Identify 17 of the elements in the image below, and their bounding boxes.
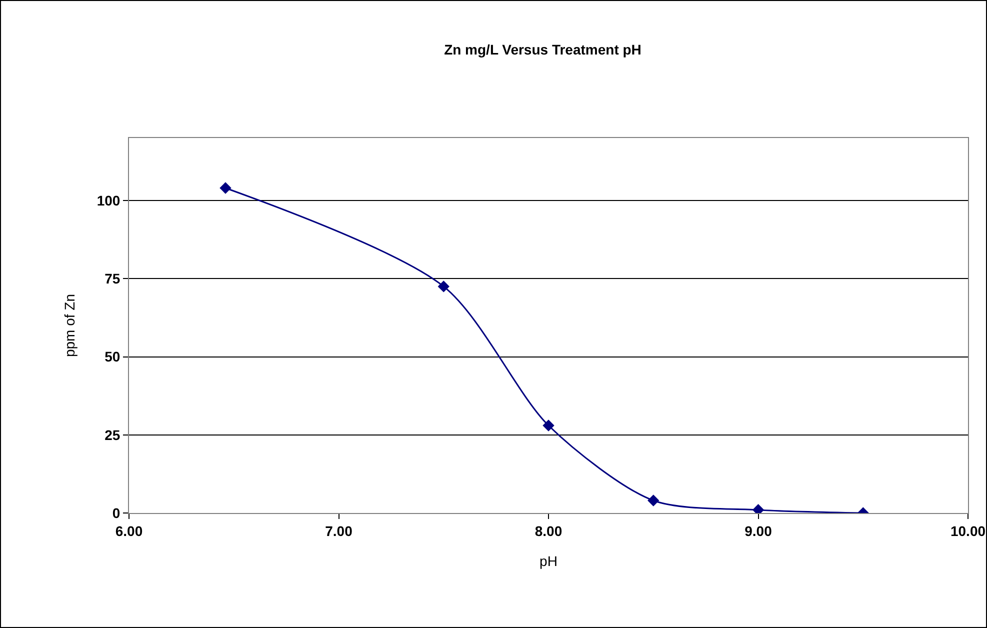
point — [542, 420, 554, 432]
y-tick-label: 25 — [104, 426, 120, 443]
point — [220, 182, 232, 194]
point — [438, 280, 450, 292]
x-tick-label: 9.00 — [744, 522, 772, 539]
y-axis-title: ppm of Zn — [61, 294, 78, 358]
x-axis-title: pH — [540, 553, 558, 570]
y-tick-label: 100 — [96, 192, 120, 208]
chart-title: Zn mg/L Versus Treatment pH — [444, 42, 642, 58]
x-tick-label: 8.00 — [534, 522, 562, 539]
y-tick-label: 75 — [104, 270, 120, 287]
x-tick-label: 7.00 — [325, 522, 353, 539]
x-tick-label: 6.00 — [115, 522, 143, 539]
x-tick-label: 10.00 — [950, 522, 986, 539]
y-tick-label: 50 — [104, 348, 120, 365]
point — [648, 494, 660, 506]
y-tick-label: 0 — [112, 504, 120, 521]
